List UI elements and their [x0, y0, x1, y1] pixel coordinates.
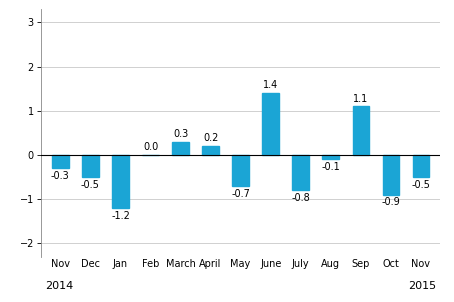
Bar [202, 146, 219, 155]
Text: 2014: 2014 [45, 281, 74, 291]
Bar [413, 155, 429, 177]
Text: -0.5: -0.5 [411, 180, 430, 190]
Text: 1.4: 1.4 [263, 80, 278, 90]
Text: 1.1: 1.1 [353, 94, 368, 104]
Bar [112, 155, 129, 208]
Text: 0.3: 0.3 [173, 129, 188, 139]
Text: -0.9: -0.9 [381, 198, 400, 207]
Bar [172, 142, 189, 155]
Text: -1.2: -1.2 [111, 211, 130, 221]
Text: -0.8: -0.8 [291, 193, 310, 203]
Bar [262, 93, 279, 155]
Text: 2015: 2015 [408, 281, 436, 291]
Bar [292, 155, 309, 190]
Text: -0.3: -0.3 [51, 171, 70, 181]
Bar [52, 155, 69, 168]
Bar [352, 106, 369, 155]
Text: 0.2: 0.2 [203, 133, 218, 143]
Bar [322, 155, 339, 159]
Text: -0.7: -0.7 [231, 188, 250, 199]
Text: 0.0: 0.0 [143, 142, 158, 152]
Bar [82, 155, 99, 177]
Text: -0.5: -0.5 [81, 180, 100, 190]
Bar [232, 155, 249, 186]
Text: -0.1: -0.1 [321, 162, 340, 172]
Bar [383, 155, 399, 195]
